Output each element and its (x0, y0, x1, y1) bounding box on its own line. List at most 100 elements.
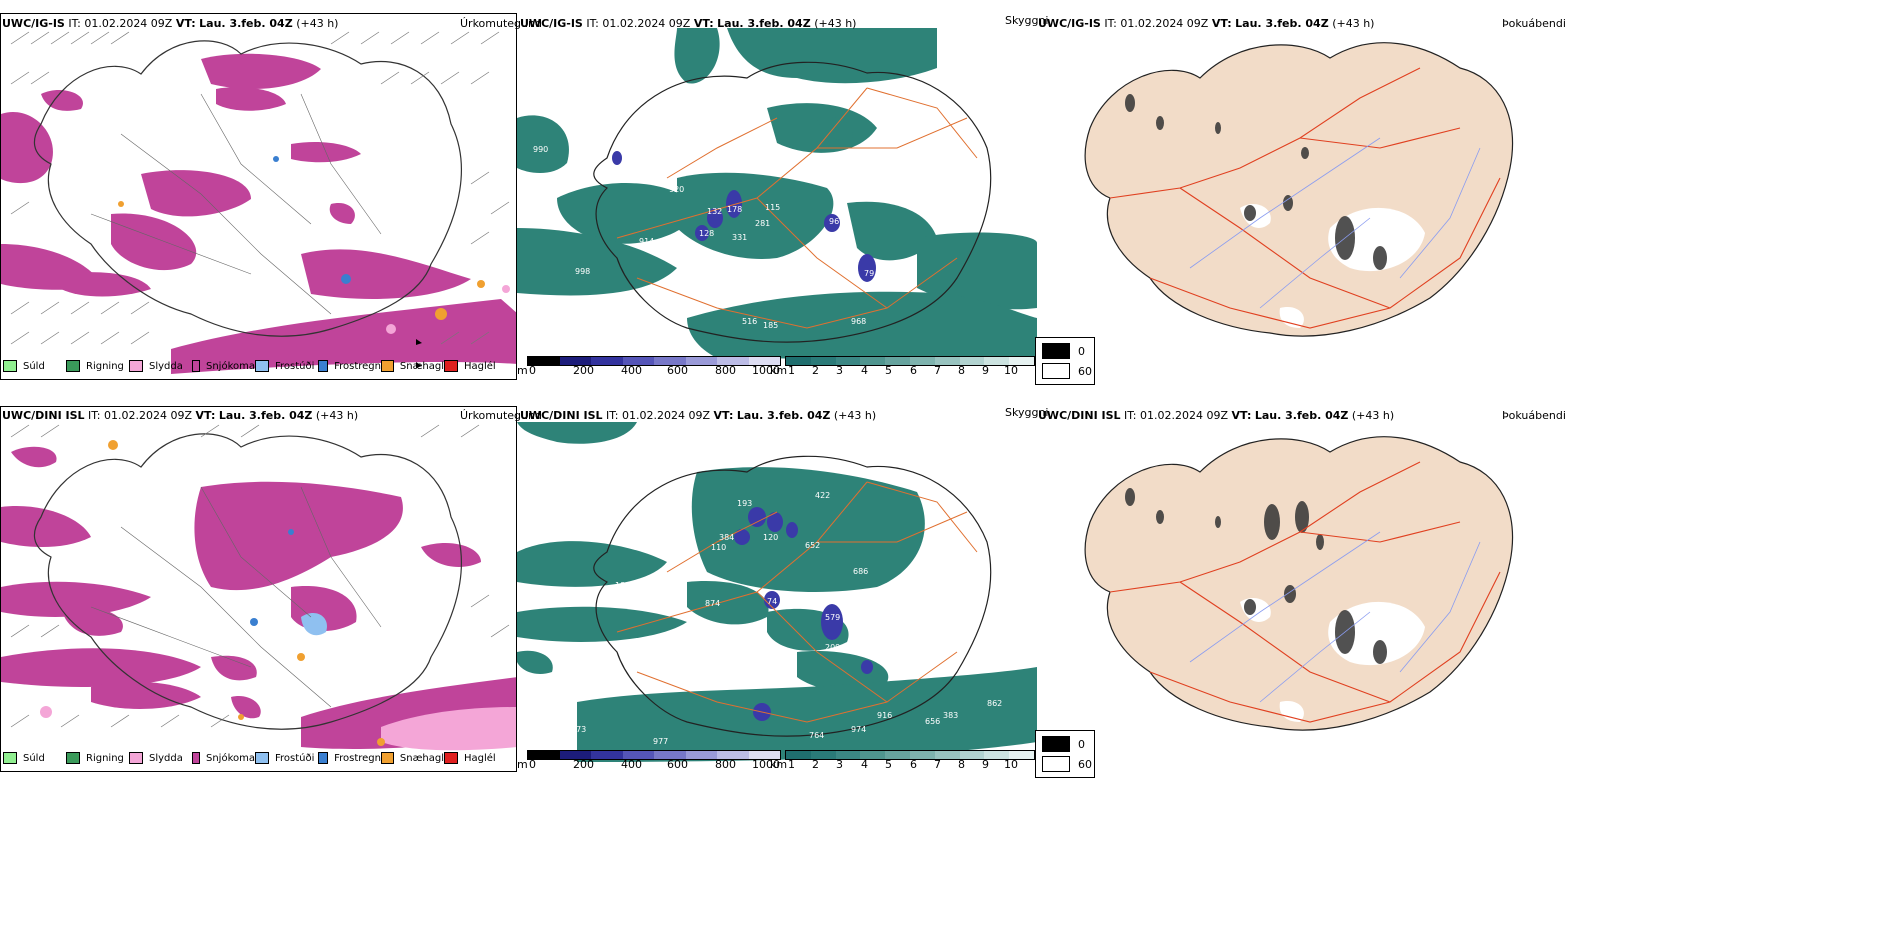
vis-label: 874 (705, 599, 720, 608)
legend-swatch (318, 752, 329, 764)
it-value: 01.02.2024 09Z (622, 409, 711, 422)
it-value: 01.02.2024 09Z (1140, 409, 1229, 422)
vis-label: 79 (864, 269, 874, 278)
legend-swatch (3, 752, 17, 764)
colorbar-cell (959, 751, 985, 759)
visibility-colorbar-1: m 0 200 400 600 800 1000 km 1 2 3 4 5 6 … (517, 356, 1037, 377)
colorbar-tick: 400 (621, 758, 642, 771)
fog-legend-label: 60 (1078, 364, 1092, 378)
colorbar-cell (810, 751, 836, 759)
fog-legend-label: 60 (1078, 757, 1092, 771)
legend-item: Snæhagl (381, 752, 444, 764)
colorbar-cell (1009, 357, 1034, 365)
vt-label: VT: (1231, 409, 1252, 422)
precip-panel-2: Súld Rigning Slydda Snjókoma Frostúði Fr… (0, 406, 517, 772)
vis-label: 973 (571, 725, 586, 734)
vis-label: 579 (825, 613, 840, 622)
legend-label: Haglél (464, 752, 496, 764)
it-value: 01.02.2024 09Z (104, 409, 193, 422)
colorbar-tick: 800 (715, 364, 736, 377)
vis-label: 74 (767, 597, 777, 606)
legend-swatch (381, 752, 394, 764)
vis-label: 110 (711, 543, 726, 552)
colorbar-tick: 1000 (752, 758, 780, 771)
colorbar-cell (909, 357, 935, 365)
colorbar-cell (685, 357, 717, 365)
it-label: IT: (68, 17, 81, 30)
legend-swatch (3, 360, 17, 372)
legend-item: Snæhagl (381, 360, 444, 372)
lead-time: (+43 h) (1351, 409, 1395, 422)
vis-label: 281 (755, 219, 770, 228)
fog-panel-2 (1040, 422, 1560, 772)
colorbar-tick: 4 (861, 364, 868, 377)
colorbar-cell (810, 357, 836, 365)
colorbar-cell (717, 751, 749, 759)
legend-label: Slydda (149, 752, 183, 764)
visibility-map-2: 325 193 384 120 652 686 180 874 74 579 2… (517, 422, 1037, 762)
legend-label: Frostúði (275, 752, 315, 764)
colorbar-cell (559, 751, 591, 759)
colorbar-cell (835, 751, 861, 759)
legend-item: Frostúði (255, 360, 318, 372)
vis-label: 862 (987, 699, 1002, 708)
vis-label: 325 (607, 495, 622, 504)
legend-swatch (129, 360, 143, 372)
legend-swatch (381, 360, 394, 372)
vis-label: 383 (943, 711, 958, 720)
vis-label: 132 (707, 207, 722, 216)
vis-label: 209 (825, 643, 840, 652)
vis-label: 974 (851, 725, 866, 734)
legend-swatch (444, 752, 458, 764)
visibility-map-1: 848 920 132 178 115 961 128 281 331 473 … (517, 28, 1037, 361)
legend-swatch (66, 360, 80, 372)
legend-swatch (444, 360, 458, 372)
vt-value: Lau. 3.feb. 04Z (736, 409, 831, 422)
colorbar-cell (984, 357, 1010, 365)
legend-label: Rigning (86, 752, 124, 764)
lead-time: (+43 h) (1332, 17, 1375, 30)
legend-label: Snæhagl (399, 360, 444, 372)
precip-title: Úrkomutegund (460, 17, 542, 30)
legend-item: Frostúði (255, 752, 318, 764)
it-value: 01.02.2024 09Z (84, 17, 173, 30)
colorbar-cell (685, 751, 717, 759)
fog-legend-1: 0 60 (1035, 337, 1095, 385)
fog-legend-item: 0 (1042, 343, 1085, 359)
vis-label: 848 (769, 83, 784, 92)
legend-item: Slydda (129, 360, 192, 372)
colorbar-cell (860, 751, 886, 759)
vis-label: 100 (866, 283, 881, 292)
it-value: 01.02.2024 09Z (602, 17, 691, 30)
vis-label: 916 (877, 711, 892, 720)
it-value: 01.02.2024 09Z (1120, 17, 1209, 30)
it-label: IT: (606, 409, 619, 422)
panel-header: UWC/DINI ISL IT: 01.02.2024 09Z VT: Lau.… (2, 409, 358, 422)
fog-swatch (1042, 756, 1070, 772)
colorbar-tick: 0 (529, 364, 536, 377)
precip-map-2 (1, 424, 516, 751)
model-name: UWC/DINI ISL (2, 409, 85, 422)
precip-legend-1: Súld Rigning Slydda Snjókoma Frostúði Fr… (3, 360, 507, 372)
legend-item: Frostregn (318, 752, 381, 764)
vis-label: 185 (763, 321, 778, 330)
legend-swatch (192, 360, 200, 372)
vis-label: 180 (615, 581, 630, 590)
legend-item: Súld (3, 360, 66, 372)
colorbar-cell (591, 751, 623, 759)
vis-label: 968 (851, 317, 866, 326)
legend-label: Snæhagl (399, 752, 444, 764)
colorbar-tick: 7 (934, 758, 941, 771)
colorbar-tick: 5 (885, 758, 892, 771)
fog-legend-label: 0 (1078, 737, 1085, 751)
colorbar-tick: 10 (1004, 758, 1018, 771)
legend-swatch (255, 360, 269, 372)
colorbar-tick: 600 (667, 758, 688, 771)
fog-legend-item: 0 (1042, 736, 1085, 752)
vis-label: 178 (727, 205, 742, 214)
it-label: IT: (586, 17, 599, 30)
it-label: IT: (88, 409, 101, 422)
colorbar-tick: 200 (573, 758, 594, 771)
colorbar-cell (934, 751, 960, 759)
colorbar-cell (748, 751, 780, 759)
